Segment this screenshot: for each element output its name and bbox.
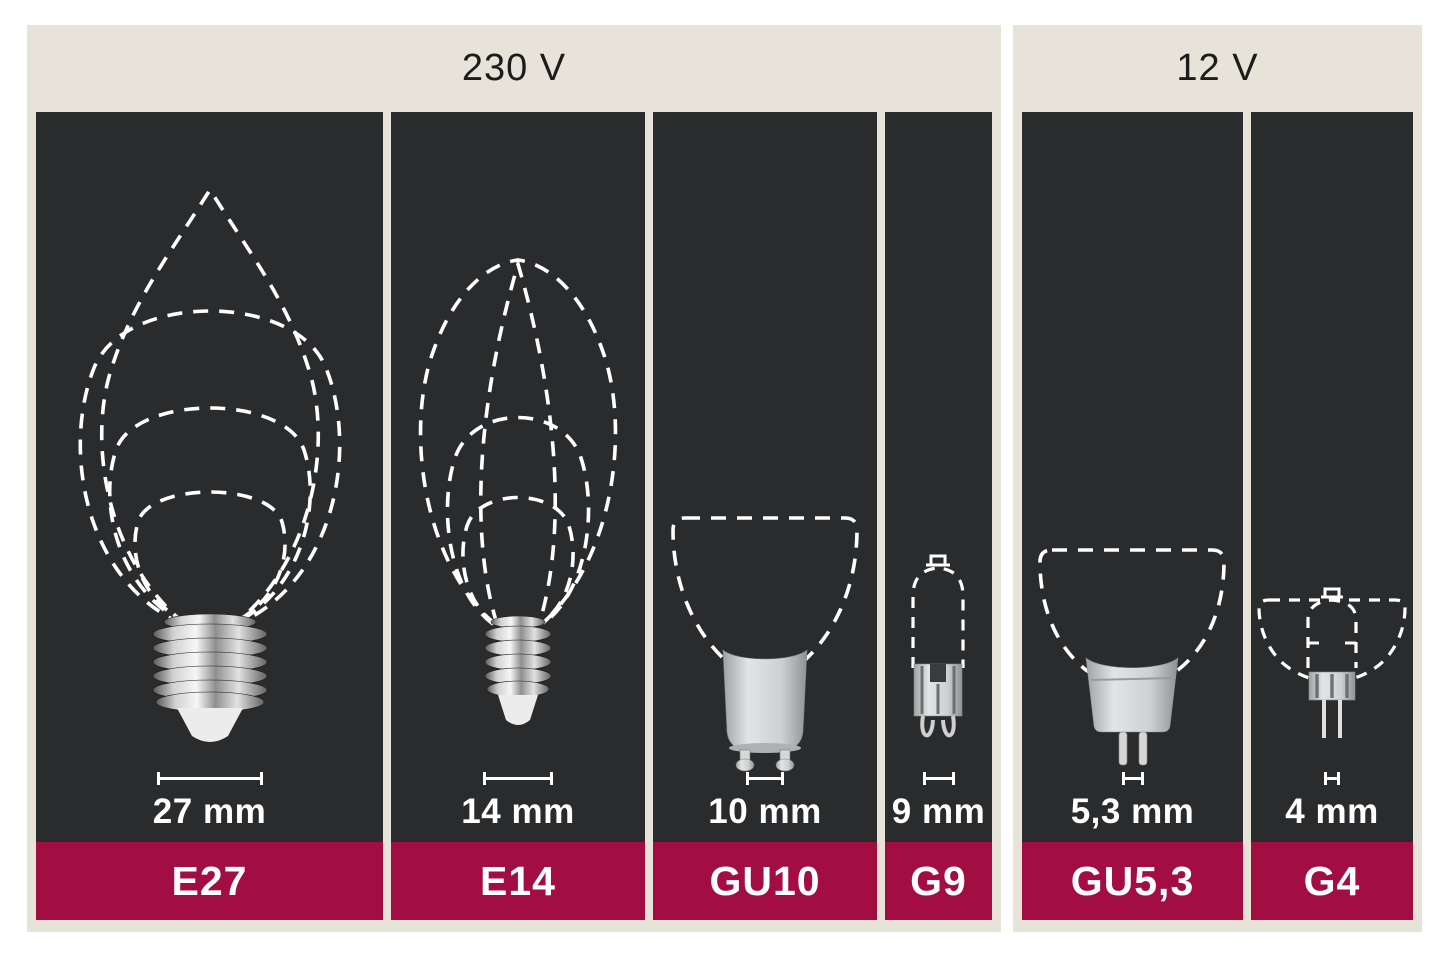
e14-bulb-illustration bbox=[418, 257, 618, 725]
gu10-diameter-label: 10 mm bbox=[708, 792, 822, 831]
socket-panel-e14: 14 mm E14 bbox=[391, 112, 645, 920]
gu10-name-band: GU10 bbox=[653, 842, 877, 920]
gu10-base bbox=[722, 649, 808, 772]
g4-base bbox=[1308, 671, 1356, 738]
gu53-name-band: GU5,3 bbox=[1022, 842, 1243, 920]
gu10-bulb-illustration bbox=[671, 516, 859, 772]
gu53-base bbox=[1085, 657, 1179, 766]
socket-panel-e27: 27 mm E27 bbox=[36, 112, 383, 920]
g4-name-band: G4 bbox=[1251, 842, 1413, 920]
e27-screw-base bbox=[152, 613, 268, 742]
voltage-heading: 12 V bbox=[1176, 47, 1259, 89]
g9-measurement: 9 mm bbox=[885, 772, 992, 842]
g9-name-band: G9 bbox=[885, 842, 992, 920]
g4-measurement: 4 mm bbox=[1251, 772, 1413, 842]
e27-measurement: 27 mm bbox=[36, 772, 383, 842]
g4-bulb-illustration bbox=[1257, 587, 1407, 738]
socket-panel-g9: 9 mm G9 bbox=[885, 112, 992, 920]
e14-diameter-label: 14 mm bbox=[461, 792, 575, 831]
g4-scale-bar bbox=[1324, 772, 1340, 785]
g9-diameter-label: 9 mm bbox=[891, 792, 986, 831]
gu53-diameter-label: 5,3 mm bbox=[1070, 792, 1195, 831]
gu53-measurement: 5,3 mm bbox=[1022, 772, 1243, 842]
e27-diameter-label: 27 mm bbox=[152, 792, 267, 831]
voltage-heading: 230 V bbox=[461, 47, 567, 89]
g4-diameter-label: 4 mm bbox=[1285, 792, 1379, 831]
gu53-scale-bar bbox=[1121, 772, 1144, 785]
e27-name-band: E27 bbox=[36, 842, 383, 920]
gu10-measurement: 10 mm bbox=[653, 772, 877, 842]
gu53-bulb-illustration bbox=[1038, 548, 1226, 766]
e27-scale-bar bbox=[156, 772, 263, 785]
g9-scale-bar bbox=[922, 772, 955, 785]
e14-scale-bar bbox=[483, 772, 553, 785]
e14-measurement: 14 mm bbox=[391, 772, 645, 842]
e27-bulb-illustration bbox=[78, 186, 342, 742]
socket-panel-gu53: 5,3 mm GU5,3 bbox=[1022, 112, 1243, 920]
g9-bulb-illustration bbox=[911, 554, 965, 738]
socket-panels-230v: 27 mm E27 bbox=[27, 112, 1001, 932]
gu10-scale-bar bbox=[746, 772, 784, 785]
g9-base bbox=[913, 663, 963, 738]
e14-name-band: E14 bbox=[391, 842, 645, 920]
socket-panel-gu10: 10 mm GU10 bbox=[653, 112, 877, 920]
e14-screw-base bbox=[484, 615, 552, 725]
voltage-group-230v: 230 V bbox=[27, 25, 1001, 932]
socket-panel-g4: 4 mm G4 bbox=[1251, 112, 1413, 920]
voltage-group-12v: 12 V 5,3 mm GU5,3 bbox=[1013, 25, 1422, 932]
socket-panels-12v: 5,3 mm GU5,3 4 mm bbox=[1013, 112, 1422, 932]
